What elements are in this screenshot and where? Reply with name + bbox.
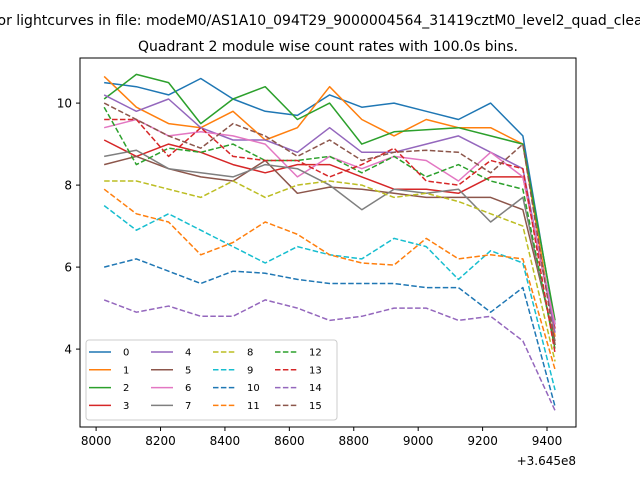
legend-label-8: 8 bbox=[247, 348, 253, 359]
series-line-12 bbox=[103, 106, 556, 350]
plot-frame bbox=[79, 57, 577, 428]
legend-label-1: 1 bbox=[123, 365, 129, 376]
series-line-13 bbox=[104, 118, 556, 354]
legend-label-11: 11 bbox=[247, 401, 260, 412]
y-tick-label: 4 bbox=[64, 343, 72, 357]
series-line-6 bbox=[103, 118, 556, 325]
legend-label-14: 14 bbox=[309, 383, 322, 394]
legend-label-7: 7 bbox=[185, 401, 191, 412]
y-tick-label: 8 bbox=[64, 179, 72, 193]
y-axis: 4 6 8 10 bbox=[57, 97, 80, 357]
series-line-2 bbox=[103, 73, 556, 321]
series-line-7 bbox=[104, 149, 556, 346]
legend-label-9: 9 bbox=[247, 365, 253, 376]
series-line-0 bbox=[104, 77, 556, 325]
series-line-11 bbox=[103, 188, 556, 370]
x-tick-label: 9000 bbox=[403, 434, 434, 448]
legend-label-5: 5 bbox=[185, 365, 191, 376]
legend-frame bbox=[85, 339, 338, 421]
series-line-14 bbox=[103, 299, 556, 411]
x-offset-label: +3.645e8 bbox=[517, 454, 576, 468]
series-line-3 bbox=[103, 139, 556, 329]
legend-label-10: 10 bbox=[247, 383, 260, 394]
legend-label-13: 13 bbox=[309, 365, 322, 376]
x-tick-label: 9200 bbox=[467, 434, 498, 448]
y-tick-label: 6 bbox=[64, 261, 72, 275]
x-tick-label: 9400 bbox=[532, 434, 563, 448]
series-line-4 bbox=[103, 94, 556, 333]
legend-label-4: 4 bbox=[185, 348, 191, 359]
series-line-15 bbox=[103, 102, 556, 346]
x-axis: 8000 8200 8400 8600 8800 9000 9200 9400 bbox=[81, 427, 562, 448]
chart-suptitle: Plot for lightcurves in file: modeM0/AS1… bbox=[0, 13, 640, 29]
chart-title: Quadrant 2 module wise count rates with … bbox=[138, 39, 518, 55]
legend-label-0: 0 bbox=[123, 348, 129, 359]
series-line-5 bbox=[103, 155, 556, 342]
x-tick-label: 8600 bbox=[274, 434, 305, 448]
series-line-8 bbox=[104, 180, 556, 362]
series-line-1 bbox=[103, 75, 556, 337]
x-tick-label: 8200 bbox=[145, 434, 176, 448]
y-tick-label: 10 bbox=[57, 97, 72, 111]
legend-label-3: 3 bbox=[123, 401, 129, 412]
series-line-10 bbox=[103, 258, 556, 407]
legend-label-12: 12 bbox=[309, 348, 322, 359]
x-tick-label: 8400 bbox=[210, 434, 241, 448]
legend-label-2: 2 bbox=[123, 383, 129, 394]
x-tick-label: 8000 bbox=[81, 434, 112, 448]
plot-area bbox=[103, 73, 556, 411]
legend-label-15: 15 bbox=[309, 401, 322, 412]
x-tick-label: 8800 bbox=[338, 434, 369, 448]
legend-label-6: 6 bbox=[185, 383, 191, 394]
